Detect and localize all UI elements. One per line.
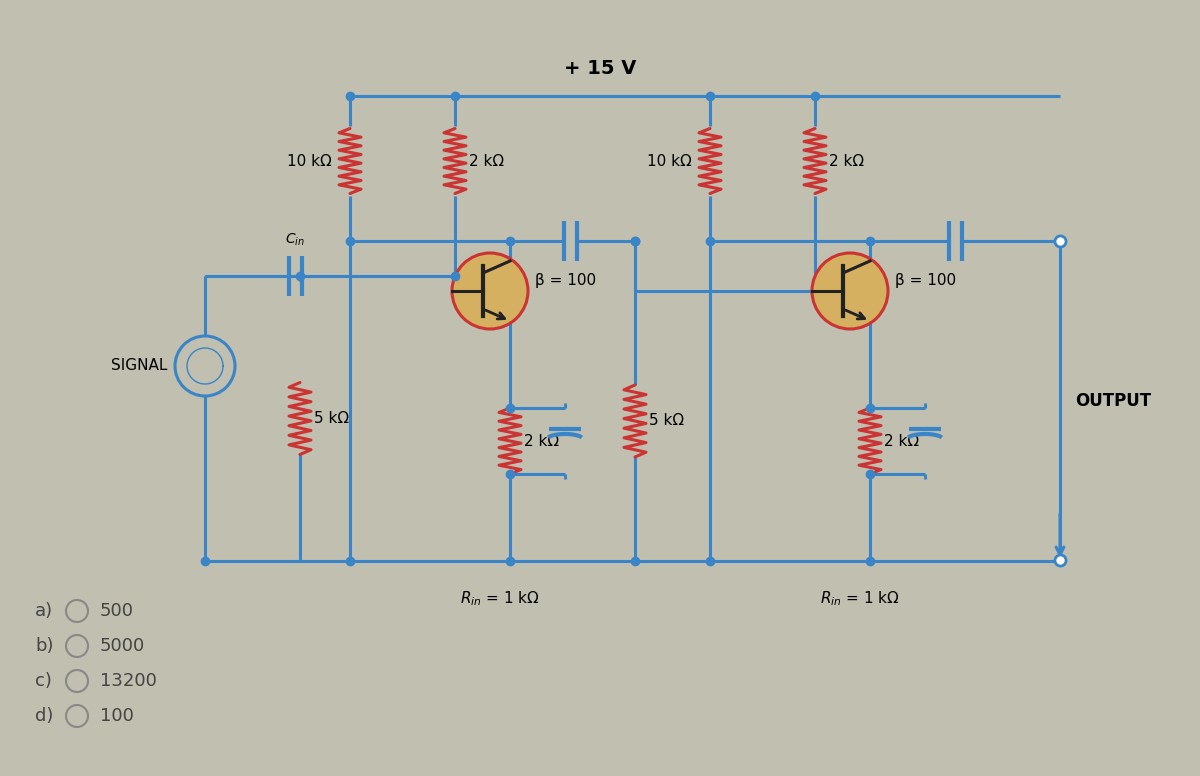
Text: OUTPUT: OUTPUT [1075, 392, 1151, 410]
Text: c): c) [35, 672, 52, 690]
Text: $R_{in}$ = 1 kΩ: $R_{in}$ = 1 kΩ [820, 589, 900, 608]
Text: 2 kΩ: 2 kΩ [829, 154, 864, 168]
Circle shape [812, 253, 888, 329]
Text: 10 kΩ: 10 kΩ [287, 154, 332, 168]
Text: $R_{in}$ = 1 kΩ: $R_{in}$ = 1 kΩ [460, 589, 540, 608]
Text: 5000: 5000 [100, 637, 145, 655]
Text: a): a) [35, 602, 53, 620]
Text: b): b) [35, 637, 54, 655]
Text: 500: 500 [100, 602, 134, 620]
Text: β = 100: β = 100 [535, 273, 596, 289]
Text: 5 kΩ: 5 kΩ [649, 414, 684, 428]
Text: $C_{in}$: $C_{in}$ [286, 231, 305, 248]
Circle shape [452, 253, 528, 329]
Text: 2 kΩ: 2 kΩ [524, 434, 559, 449]
Text: + 15 V: + 15 V [564, 59, 636, 78]
Text: 2 kΩ: 2 kΩ [469, 154, 504, 168]
Text: 13200: 13200 [100, 672, 157, 690]
Text: 10 kΩ: 10 kΩ [647, 154, 692, 168]
Text: SIGNAL: SIGNAL [110, 359, 167, 373]
Text: 2 kΩ: 2 kΩ [884, 434, 919, 449]
Text: 5 kΩ: 5 kΩ [314, 411, 349, 426]
Text: 100: 100 [100, 707, 134, 725]
Text: β = 100: β = 100 [895, 273, 956, 289]
Text: d): d) [35, 707, 53, 725]
